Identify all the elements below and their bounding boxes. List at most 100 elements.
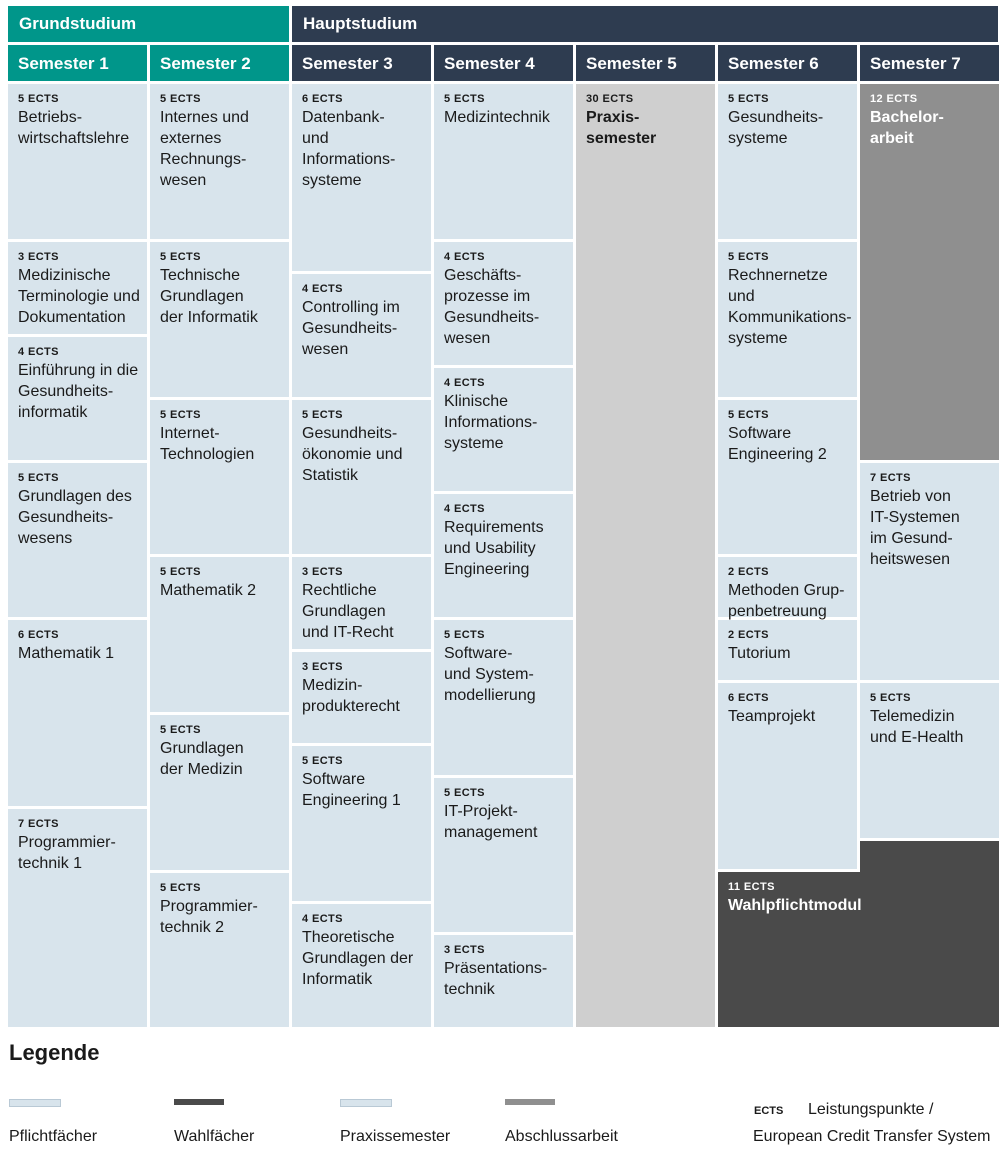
module-theoretische-grundlagen-informatik: 4 ECTS Theoretische Grundlagen der Infor…: [292, 904, 431, 1027]
ects-badge: 12 ECTS: [870, 93, 918, 105]
ects-badge: 11 ECTS: [728, 881, 775, 893]
module-gesundheitsoekonomie-statistik: 5 ECTS Gesundheits- ökonomie und Statist…: [292, 400, 431, 554]
ects-badge: 5 ECTS: [728, 93, 769, 105]
ects-badge: 3 ECTS: [302, 566, 343, 578]
ects-badge: 3 ECTS: [18, 251, 59, 263]
legend-ects-description-2: European Credit Transfer System: [753, 1128, 991, 1145]
module-wahlpflichtmodul-top-extension: [860, 841, 999, 873]
semester-header-3: Semester 3: [292, 45, 431, 81]
module-title: Programmier- technik 2: [160, 898, 258, 936]
ects-badge: 2 ECTS: [728, 566, 769, 578]
module-title: Programmier- technik 1: [18, 834, 116, 872]
module-tutorium: 2 ECTS Tutorium: [718, 620, 857, 680]
ects-badge: 4 ECTS: [302, 913, 343, 925]
module-title: Betrieb von IT-Systemen im Gesund- heits…: [870, 488, 960, 568]
ects-badge: 6 ECTS: [302, 93, 343, 105]
module-internet-technologien: 5 ECTS Internet- Technologien: [150, 400, 289, 554]
module-title: Bachelor- arbeit: [870, 109, 944, 147]
module-programmiertechnik-1: 7 ECTS Programmier- technik 1: [8, 809, 147, 1027]
module-software-engineering-2: 5 ECTS Software Engineering 2: [718, 400, 857, 554]
ects-badge: 3 ECTS: [444, 944, 485, 956]
ects-badge: 4 ECTS: [18, 346, 59, 358]
module-medizinprodukterecht: 3 ECTS Medizin- produkterecht: [292, 652, 431, 743]
semester-header-7: Semester 7: [860, 45, 999, 81]
module-title: Teamprojekt: [728, 708, 816, 725]
ects-badge: 5 ECTS: [18, 472, 59, 484]
module-title: Software- und System- modellierung: [444, 645, 536, 704]
ects-badge: 4 ECTS: [302, 283, 343, 295]
module-title: Medizinische Terminologie und Dokumentat…: [18, 267, 140, 326]
legend-ects-key: ECTS: [754, 1105, 784, 1117]
ects-badge: 5 ECTS: [302, 755, 343, 767]
ects-badge: 5 ECTS: [160, 882, 201, 894]
module-title: Internes und externes Rechnungs- wesen: [160, 109, 249, 189]
module-methoden-gruppenbetreuung: 2 ECTS Methoden Grup- penbetreuung: [718, 557, 857, 620]
ects-badge: 5 ECTS: [444, 787, 485, 799]
phase-header-grundstudium: Grundstudium: [8, 6, 289, 42]
module-klinische-informationssysteme: 4 ECTS Klinische Informations- systeme: [434, 368, 573, 491]
module-praxissemester: 30 ECTS Praxis- semester: [576, 84, 715, 1027]
ects-badge: 4 ECTS: [444, 251, 485, 263]
legend-swatch-wahl: [174, 1099, 224, 1105]
ects-badge: 5 ECTS: [160, 93, 201, 105]
module-grundlagen-medizin: 5 ECTS Grundlagen der Medizin: [150, 715, 289, 870]
phase-header-hauptstudium: Hauptstudium: [292, 6, 998, 42]
module-title: Präsentations- technik: [444, 960, 548, 998]
module-rechtliche-grundlagen: 3 ECTS Rechtliche Grundlagen und IT-Rech…: [292, 557, 431, 649]
module-title: Software Engineering 2: [728, 425, 827, 463]
module-programmiertechnik-2: 5 ECTS Programmier- technik 2: [150, 873, 289, 1027]
legend-label-wahl: Wahlfächer: [174, 1128, 255, 1145]
ects-badge: 5 ECTS: [160, 566, 201, 578]
legend-title: Legende: [9, 1040, 100, 1065]
module-title: Methoden Grup- penbetreuung: [728, 582, 845, 620]
semester-header-6: Semester 6: [718, 45, 857, 81]
module-title: Geschäfts- prozesse im Gesundheits- wese…: [444, 267, 540, 347]
module-title: Wahlpflichtmodul: [728, 897, 862, 914]
module-title: Controlling im Gesundheits- wesen: [302, 299, 400, 358]
module-title: Mathematik 1: [18, 645, 115, 662]
module-gesundheitssysteme: 5 ECTS Gesundheits- systeme: [718, 84, 857, 239]
module-controlling: 4 ECTS Controlling im Gesundheits- wesen: [292, 274, 431, 397]
module-title: Requirements und Usability Engineering: [444, 519, 544, 578]
module-rechnernetze: 5 ECTS Rechnernetze und Kommunikations- …: [718, 242, 857, 397]
ects-badge: 5 ECTS: [302, 409, 343, 421]
ects-badge: 30 ECTS: [586, 93, 634, 105]
module-software-systemmodellierung: 5 ECTS Software- und System- modellierun…: [434, 620, 573, 775]
ects-badge: 5 ECTS: [444, 629, 485, 641]
semester-header-2: Semester 2: [150, 45, 289, 81]
module-teamprojekt: 6 ECTS Teamprojekt: [718, 683, 857, 869]
module-rechnungswesen: 5 ECTS Internes und externes Rechnungs- …: [150, 84, 289, 239]
module-title: Klinische Informations- systeme: [444, 393, 538, 452]
module-title: Technische Grundlagen der Informatik: [160, 267, 258, 326]
ects-badge: 6 ECTS: [18, 629, 59, 641]
module-praesentationstechnik: 3 ECTS Präsentations- technik: [434, 935, 573, 1027]
module-title: Gesundheits- ökonomie und Statistik: [302, 425, 403, 484]
module-title: Datenbank- und Informations- systeme: [302, 109, 396, 189]
module-mathematik-1: 6 ECTS Mathematik 1: [8, 620, 147, 806]
module-title: Grundlagen der Medizin: [160, 740, 244, 778]
ects-badge: 6 ECTS: [728, 692, 769, 704]
semester-header-1: Semester 1: [8, 45, 147, 81]
module-mathematik-2: 5 ECTS Mathematik 2: [150, 557, 289, 712]
ects-badge: 4 ECTS: [444, 377, 485, 389]
module-medizinische-terminologie: 3 ECTS Medizinische Terminologie und Dok…: [8, 242, 147, 334]
module-title: Telemedizin und E-Health: [870, 708, 964, 746]
module-it-projektmanagement: 5 ECTS IT-Projekt- management: [434, 778, 573, 932]
legend-swatch-abschluss: [505, 1099, 555, 1105]
ects-badge: 4 ECTS: [444, 503, 485, 515]
ects-badge: 7 ECTS: [870, 472, 911, 484]
module-title: Internet- Technologien: [160, 425, 255, 463]
ects-badge: 5 ECTS: [160, 251, 201, 263]
module-title: Grundlagen des Gesundheits- wesens: [18, 488, 132, 547]
module-medizintechnik: 5 ECTS Medizintechnik: [434, 84, 573, 239]
legend-swatch-pflicht: [9, 1099, 61, 1107]
legend-label-abschluss: Abschlussarbeit: [505, 1128, 618, 1145]
module-bachelorarbeit: 12 ECTS Bachelor- arbeit: [860, 84, 999, 460]
module-title: Medizin- produkterecht: [302, 677, 400, 715]
ects-badge: 7 ECTS: [18, 818, 59, 830]
module-title: Gesundheits- systeme: [728, 109, 824, 147]
ects-badge: 3 ECTS: [302, 661, 343, 673]
module-grundlagen-gesundheitswesen: 5 ECTS Grundlagen des Gesundheits- wesen…: [8, 463, 147, 617]
semester-header-4: Semester 4: [434, 45, 573, 81]
module-title: Mathematik 2: [160, 582, 257, 599]
